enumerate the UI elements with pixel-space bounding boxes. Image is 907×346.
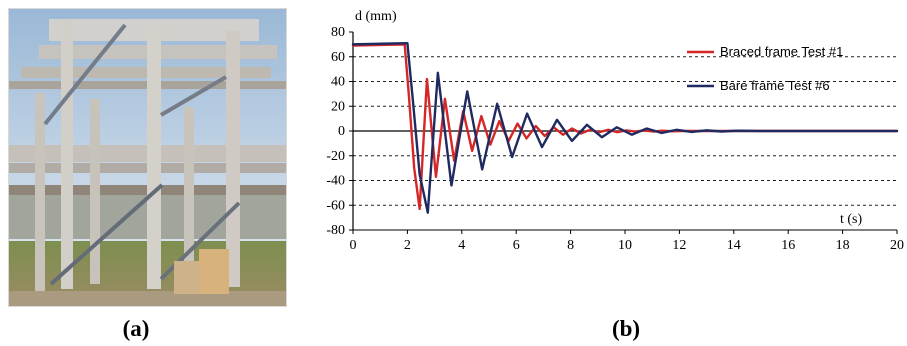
y-tick-label: 0 [338, 124, 345, 139]
y-tick-label: 40 [331, 75, 345, 90]
x-axis-label: t (s) [840, 212, 863, 227]
caption-b: (b) [611, 316, 641, 341]
y-tick-label: -40 [326, 174, 345, 189]
x-tick-label: 8 [567, 238, 574, 250]
x-tick-label: 14 [727, 238, 741, 250]
x-tick-label: 4 [458, 238, 465, 250]
y-tick-label: -20 [326, 149, 345, 164]
series-bare-frame-line [351, 41, 899, 214]
x-tick-label: 2 [404, 238, 411, 250]
y-axis-label: d (mm) [355, 9, 397, 24]
legend-label-bare: Bare frame Test #6 [720, 78, 830, 93]
building-photo-panel [8, 8, 287, 307]
x-tick-label: 0 [350, 238, 357, 250]
caption-a: (a) [122, 316, 150, 341]
x-tick-label: 10 [618, 238, 632, 250]
x-tick-label: 20 [890, 238, 904, 250]
displacement-chart: 80 60 40 20 0 -20 -40 -60 -80 0 2 4 6 8 10 12 14 16 18 20 d … [300, 0, 907, 250]
y-tick-label: 80 [331, 25, 345, 40]
legend-label-braced: Braced frame Test #1 [720, 44, 843, 59]
y-tick-label: -60 [326, 198, 345, 213]
x-tick-label: 6 [513, 238, 520, 250]
y-tick-label: 60 [331, 50, 345, 65]
y-tick-label: 20 [331, 99, 345, 114]
y-tick-label: -80 [326, 223, 345, 238]
chart-svg: 80 60 40 20 0 -20 -40 -60 -80 0 2 4 6 8 10 12 14 16 18 20 d … [326, 9, 904, 250]
x-tick-label: 18 [836, 238, 850, 250]
x-tick-label: 12 [672, 238, 686, 250]
x-tick-label: 16 [781, 238, 795, 250]
building-frame-photo [9, 9, 286, 306]
